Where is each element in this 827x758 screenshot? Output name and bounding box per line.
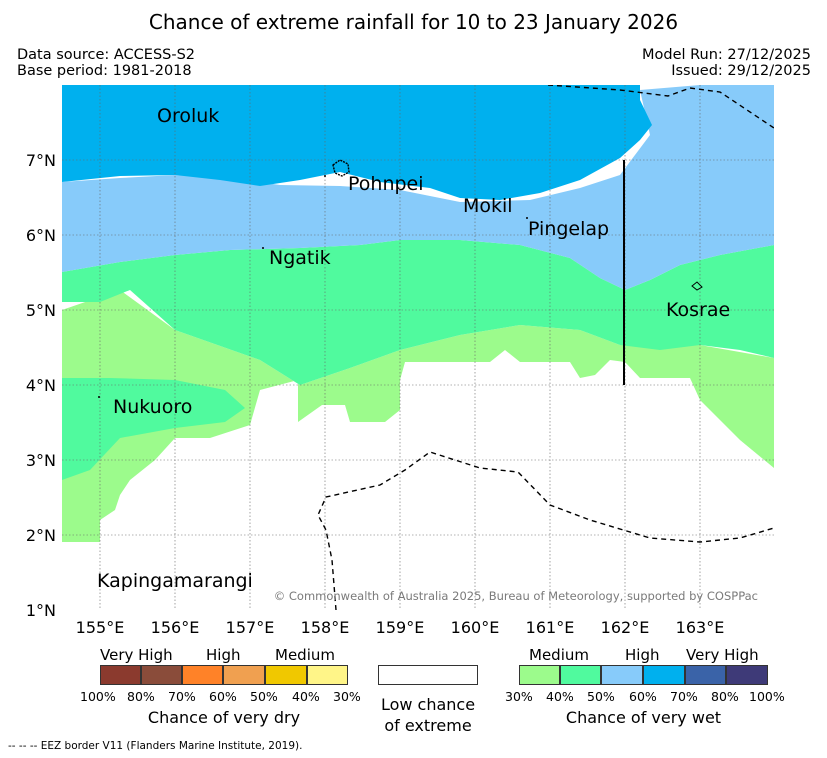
wet-pct: 80% (711, 689, 739, 704)
place-pingelap: Pingelap (528, 218, 609, 240)
wet-swatch (726, 665, 768, 685)
lat-label: 5°N (26, 301, 56, 320)
lon-label: 160°E (451, 618, 500, 637)
dry-swatch (265, 665, 307, 685)
nukuoro-wet-region (62, 378, 245, 480)
wet-swatch (685, 665, 726, 685)
lat-label: 3°N (26, 451, 56, 470)
dry-swatch (141, 665, 182, 685)
rainfall-map: Oroluk Pohnpei Mokil Pingelap Ngatik Kos… (26, 85, 774, 637)
place-ngatik: Ngatik (269, 247, 331, 269)
lat-label: 6°N (26, 226, 56, 245)
eez-border (317, 85, 774, 610)
dry-swatch (182, 665, 223, 685)
dry-caption: Chance of very dry (147, 708, 301, 727)
dry-pct: 50% (250, 689, 278, 704)
dry-header-very-high: Very High (100, 646, 173, 664)
lon-label: 158°E (301, 618, 350, 637)
place-pohnpei: Pohnpei (348, 173, 424, 195)
wet-pct: 60% (629, 689, 657, 704)
lat-label: 4°N (26, 376, 56, 395)
wet-pct: 50% (587, 689, 615, 704)
map-grid (62, 85, 774, 610)
ngatik-islet (262, 247, 264, 249)
map-title: Chance of extreme rainfall for 10 to 23 … (148, 10, 679, 34)
lon-label: 157°E (226, 618, 275, 637)
wet-header-medium: Medium (529, 646, 589, 664)
kosrae-island (691, 281, 703, 291)
data-source: Data source: ACCESS-S2 (17, 47, 196, 63)
lon-label: 159°E (376, 618, 425, 637)
lat-label: 2°N (26, 526, 56, 545)
dry-pct: 60% (209, 689, 237, 704)
place-kapingamarangi: Kapingamarangi (97, 570, 253, 592)
wet-caption: Chance of very wet (565, 708, 722, 727)
place-oroluk: Oroluk (157, 105, 219, 127)
wet-header-high: High (625, 646, 660, 664)
copyright-notice: © Commonwealth of Australia 2025, Bureau… (274, 589, 758, 603)
source-info: Data source: ACCESS-S2 Base period: 1981… (17, 47, 195, 79)
run-info: Model Run: 27/12/2025 Issued: 29/12/2025 (642, 47, 811, 79)
medium-wet-region (62, 290, 774, 542)
wet-swatch (601, 665, 643, 685)
low-chance-swatch (378, 665, 478, 685)
place-mokil: Mokil (463, 195, 513, 217)
wet-header-very-high: Very High (686, 646, 759, 664)
eez-footnote: -- -- -- EEZ border V11 (Flanders Marine… (8, 740, 303, 752)
latitude-axis: 7°N 6°N 5°N 4°N 3°N 2°N 1°N (26, 151, 56, 620)
wet-swatch (560, 665, 601, 685)
lat-label: 1°N (26, 601, 56, 620)
high-wet-region (62, 85, 774, 290)
very-high-wet-region (62, 85, 652, 200)
low-chance-line2: of extreme (384, 716, 472, 735)
wet-pct: 40% (546, 689, 574, 704)
lon-label: 162°E (601, 618, 650, 637)
place-nukuoro: Nukuoro (113, 396, 192, 418)
dry-pct: 80% (127, 689, 155, 704)
lon-label: 155°E (76, 618, 125, 637)
issued-date: Issued: 29/12/2025 (671, 63, 811, 79)
pohnpei-island (332, 159, 350, 177)
model-run: Model Run: 27/12/2025 (641, 47, 811, 63)
dry-swatch (307, 665, 348, 685)
low-chance-caption: Low chance of extreme (368, 694, 488, 736)
map-area: Oroluk Pohnpei Mokil Pingelap Ngatik Kos… (62, 85, 774, 610)
pohnpei-islet (324, 175, 326, 177)
wet-pct: 30% (505, 689, 533, 704)
dry-pct: 40% (292, 689, 320, 704)
dry-header-high: High (206, 646, 241, 664)
lon-label: 163°E (676, 618, 725, 637)
medium-high-wet-region (62, 240, 774, 385)
dry-pct: 70% (168, 689, 196, 704)
pingelap-islet (526, 217, 528, 219)
lat-label: 7°N (26, 151, 56, 170)
low-chance-line1: Low chance (380, 695, 476, 714)
longitude-axis: 155°E 156°E 157°E 158°E 159°E 160°E 161°… (76, 618, 725, 637)
dry-swatch (100, 665, 141, 685)
dry-swatch (223, 665, 265, 685)
wet-swatch (519, 665, 560, 685)
lon-label: 161°E (526, 618, 575, 637)
place-kosrae: Kosrae (666, 299, 730, 321)
dry-pct: 100% (80, 689, 116, 704)
wet-swatch (643, 665, 685, 685)
base-period: Base period: 1981-2018 (17, 63, 192, 79)
dry-header-medium: Medium (275, 646, 335, 664)
dry-pct: 30% (333, 689, 361, 704)
lon-label: 156°E (151, 618, 200, 637)
wet-pct: 70% (670, 689, 698, 704)
nukuoro-islet (98, 396, 100, 398)
wet-pct: 100% (749, 689, 785, 704)
